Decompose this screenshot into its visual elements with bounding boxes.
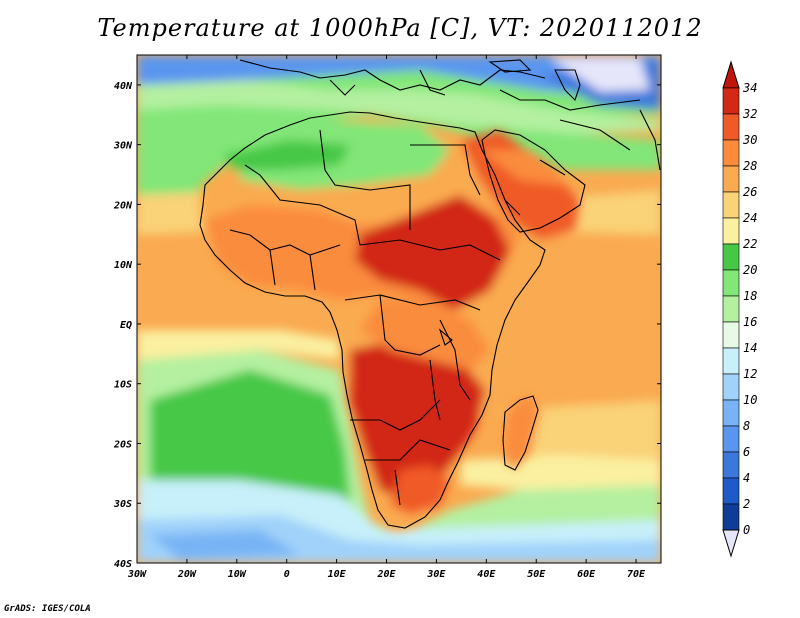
- colorbar-max-triangle: [722, 60, 740, 89]
- colorbar-swatch: [722, 269, 740, 297]
- colorbar-label: 12: [743, 367, 757, 381]
- lon-tick-label: 0: [284, 569, 290, 580]
- map-title: Temperature at 1000hPa [C], VT: 20201120…: [97, 14, 703, 42]
- colorbar-swatch: [722, 113, 740, 141]
- lon-tick-label: 30W: [127, 569, 147, 580]
- colorbar-swatch: [722, 347, 740, 375]
- colorbar-label: 24: [743, 211, 757, 225]
- colorbar-swatch: [722, 399, 740, 427]
- colorbar-swatch: [722, 295, 740, 323]
- longitude-axis: 30W 20W 10W 0 10E 20E 30E 40E 50E 60E 70E: [127, 55, 646, 580]
- lon-tick-label: 40E: [477, 569, 496, 580]
- lon-tick-label: 30E: [426, 569, 446, 580]
- lon-tick-label: 60E: [577, 569, 596, 580]
- colorbar-label: 10: [743, 393, 757, 407]
- lat-tick-label: 40S: [114, 559, 132, 570]
- colorbar-swatch: [722, 321, 740, 349]
- coastlines: [199, 59, 661, 529]
- colorbar-label: 34: [742, 81, 757, 95]
- colorbar-swatch: [722, 451, 740, 479]
- lat-tick-label: 40N: [114, 81, 133, 92]
- latitude-axis: 40N 30N 20N 10N EQ 10S 20S 30S 40S: [113, 81, 661, 570]
- colorbar-label: 0: [743, 523, 750, 537]
- lon-tick-label: 20E: [376, 569, 396, 580]
- lon-tick-label: 50E: [527, 569, 546, 580]
- grads-credit: GrADS: IGES/COLA: [4, 604, 91, 614]
- colorbar-swatch: [722, 243, 740, 271]
- colorbar-label: 22: [743, 237, 757, 251]
- colorbar-label: 28: [743, 159, 757, 173]
- colorbar-label: 14: [743, 341, 757, 355]
- colorbar-label: 2: [743, 497, 750, 511]
- lon-tick-label: 10W: [228, 569, 247, 580]
- colorbar-min-triangle: [722, 529, 740, 558]
- lat-tick-label: EQ: [120, 320, 132, 331]
- temperature-field: [137, 55, 661, 563]
- colorbar-swatch: [722, 191, 740, 219]
- colorbar-swatch: [722, 165, 740, 193]
- colorbar-label: 18: [743, 289, 757, 303]
- lon-tick-label: 70E: [627, 569, 646, 580]
- lon-tick-label: 10E: [328, 569, 347, 580]
- colorbar-swatch: [722, 87, 740, 115]
- lat-tick-label: 10N: [114, 260, 133, 271]
- colorbar-label: 4: [743, 471, 750, 485]
- colorbar-label: 6: [743, 445, 750, 459]
- map-frame: [136, 54, 662, 564]
- colorbar-swatch: [722, 373, 740, 401]
- colorbar-swatch: [722, 477, 740, 505]
- colorbar-swatch: [722, 217, 740, 245]
- colorbar-label: 26: [743, 185, 757, 199]
- lat-tick-label: 20S: [113, 439, 132, 450]
- colorbar-label: 20: [743, 263, 757, 277]
- lat-tick-label: 20N: [113, 200, 133, 211]
- lat-tick-label: 30S: [113, 499, 132, 510]
- colorbar-label: 32: [742, 107, 757, 121]
- colorbar-swatch: [722, 139, 740, 167]
- colorbar-label: 30: [742, 133, 757, 147]
- colorbar-label: 8: [743, 419, 750, 433]
- colorbar-label: 16: [743, 315, 757, 329]
- lat-tick-label: 30N: [113, 141, 133, 152]
- colorbar-swatch: [722, 425, 740, 453]
- lat-tick-label: 10S: [114, 380, 132, 391]
- lon-tick-label: 20W: [177, 569, 197, 580]
- colorbar-swatch: [722, 503, 740, 531]
